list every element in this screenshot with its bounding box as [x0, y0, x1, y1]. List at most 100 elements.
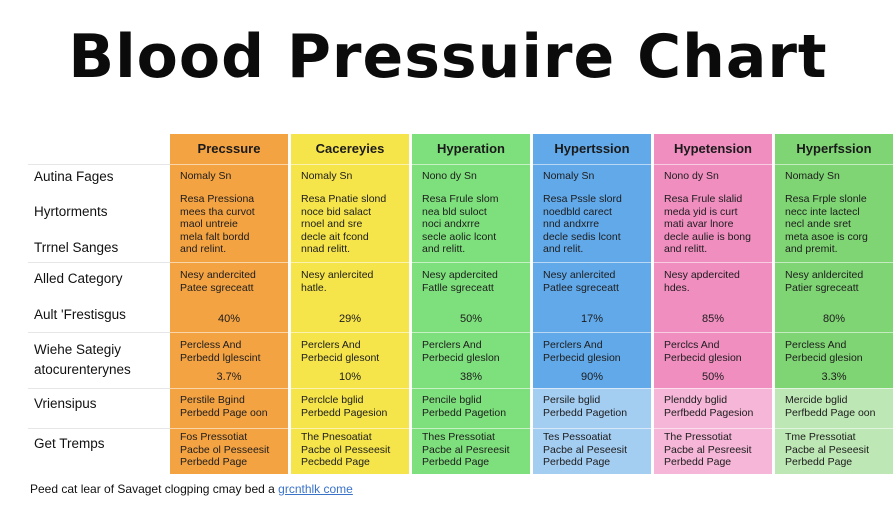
band-divider: [775, 332, 893, 333]
row-label: Hyrtorments: [34, 204, 108, 219]
row-divider: [28, 428, 170, 429]
band-divider: [412, 428, 530, 429]
table-cell: Nomaly Sn: [543, 170, 595, 182]
row-divider: [28, 332, 170, 333]
column-band: [533, 262, 651, 332]
row-divider: [28, 388, 170, 389]
row-divider: [28, 262, 170, 263]
table-cell: Resa Frule slalid meda yid is curt mati …: [664, 193, 751, 255]
band-divider: [533, 388, 651, 389]
category-column: Hypetension Nono dy Sn Resa Frule slalid m…: [654, 134, 772, 474]
row-label: Vriensipus: [34, 396, 97, 411]
column-band: [775, 262, 893, 332]
table-cell: The Pnesoatiat Pacbe ol Pesseesit Pecbed…: [301, 431, 391, 468]
table-cell: Resa Pssle slord noedbld carect nnd andx…: [543, 193, 622, 255]
table-cell: Percless And Perbecid glesion: [785, 339, 863, 364]
band-divider: [412, 164, 530, 165]
band-divider: [654, 332, 772, 333]
percent-value: 50%: [459, 313, 483, 325]
table-cell: Perstile Bgind Perbedd Page oon: [180, 394, 268, 419]
column-band: [170, 134, 288, 164]
band-divider: [775, 262, 893, 263]
table-cell: Nesy apdercited hdes.: [664, 269, 740, 294]
column-band: [775, 388, 893, 428]
column-band: [775, 332, 893, 388]
band-divider: [170, 428, 288, 429]
column-band: [291, 428, 409, 474]
footer-link[interactable]: grcnthlk come: [278, 482, 353, 496]
category-column: Precssure Nomaly Sn Resa Pressiona mees th…: [170, 134, 288, 474]
row-label: Alled Category: [34, 271, 123, 286]
table-cell: Nesy anlercited Patlee sgreceatt: [543, 269, 619, 294]
category-column: Hypertssion Nomaly Sn Resa Pssle slord noe…: [533, 134, 651, 474]
column-band: [170, 262, 288, 332]
table-cell: Resa Frple slonle necc inte lactecl necl…: [785, 193, 868, 255]
band-divider: [533, 332, 651, 333]
column-band: [170, 428, 288, 474]
row-label: Get Tremps: [34, 436, 105, 451]
bp-table: Autina Fages Hyrtorments Trrnel Sanges A…: [28, 134, 893, 474]
band-divider: [170, 332, 288, 333]
band-divider: [533, 428, 651, 429]
band-divider: [170, 388, 288, 389]
column-band: [412, 332, 530, 388]
column-band: [291, 164, 409, 262]
column-header: Hyperation: [437, 141, 505, 156]
column-band: [412, 262, 530, 332]
percent-value: 10%: [338, 371, 362, 383]
column-band: [654, 388, 772, 428]
table-cell: Nesy anldercited Patier sgreceatt: [785, 269, 864, 294]
table-cell: Nono dy Sn: [422, 170, 477, 182]
percent-value: 38%: [459, 371, 483, 383]
row-divider: [28, 164, 170, 165]
band-divider: [412, 262, 530, 263]
table-cell: Thes Pressotiat Pacbe al Pesreesit Perbe…: [422, 431, 510, 468]
percent-value: 3.7%: [216, 371, 242, 383]
table-cell: Resa Frule slom nea bld suloct noci andx…: [422, 193, 499, 255]
band-divider: [775, 388, 893, 389]
column-header: Hyperfssion: [796, 141, 872, 156]
column-band: [412, 134, 530, 164]
column-band: [291, 134, 409, 164]
table-cell: Resa Pressiona mees tha curvot maol untr…: [180, 193, 255, 255]
table-cell: Perclers And Perbecid glesion: [543, 339, 621, 364]
column-header: Hypertssion: [554, 141, 630, 156]
column-band: [291, 262, 409, 332]
table-cell: Mercide bglid Perfbedd Page oon: [785, 394, 876, 419]
table-cell: Perclcs And Perbecid glesion: [664, 339, 742, 364]
column-header: Cacereyies: [315, 141, 385, 156]
row-label: Trrnel Sanges: [34, 240, 119, 255]
column-band: [533, 332, 651, 388]
category-column: Cacereyies Nomaly Sn Resa Pnatie slond noc…: [291, 134, 409, 474]
category-column: Hyperfssion Nomady Sn Resa Frple slonle ne…: [775, 134, 893, 474]
table-cell: Nono dy Sn: [664, 170, 719, 182]
percent-value: 50%: [701, 371, 725, 383]
column-band: [775, 164, 893, 262]
table-cell: Nesy anlercited hatle.: [301, 269, 374, 294]
table-cell: Perclers And Perbecid glesont: [301, 339, 380, 364]
row-label: Ault 'Frestisgus: [34, 307, 126, 322]
column-band: [775, 428, 893, 474]
band-divider: [291, 388, 409, 389]
band-divider: [412, 332, 530, 333]
band-divider: [533, 262, 651, 263]
column-band: [170, 332, 288, 388]
column-band: [170, 388, 288, 428]
percent-value: 85%: [701, 313, 725, 325]
column-band: [533, 164, 651, 262]
percent-value: 17%: [580, 313, 604, 325]
band-divider: [291, 428, 409, 429]
column-band: [533, 388, 651, 428]
table-cell: Nesy andercited Patee sgreceatt: [180, 269, 256, 294]
column-band: [170, 164, 288, 262]
column-band: [654, 164, 772, 262]
table-cell: Resa Pnatie slond noce bid salact rnoel …: [301, 193, 387, 255]
table-cell: The Pressotiat Pacbe al Pesreesit Perbed…: [664, 431, 752, 468]
band-divider: [654, 428, 772, 429]
row-label: Wiehe Sategiy: [34, 342, 122, 357]
column-band: [412, 428, 530, 474]
table-cell: Nomaly Sn: [301, 170, 353, 182]
percent-value: 40%: [217, 313, 241, 325]
table-cell: Tme Pressotiat Pacbe al Peseesit Perbedd…: [785, 431, 870, 468]
table-cell: Perclcle bglid Perbedd Pagesion: [301, 394, 388, 419]
